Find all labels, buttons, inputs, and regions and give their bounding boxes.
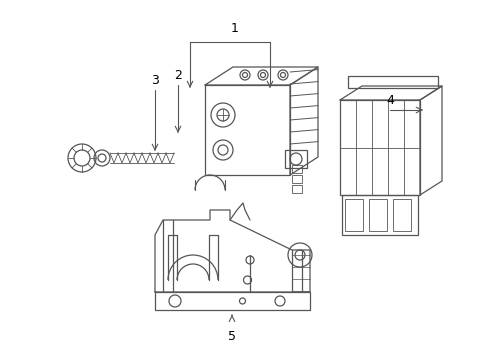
Bar bbox=[345, 199, 362, 231]
Bar bbox=[291, 165, 302, 173]
Bar bbox=[155, 292, 309, 310]
Bar bbox=[341, 195, 417, 235]
Bar bbox=[347, 76, 437, 88]
Bar bbox=[392, 199, 410, 231]
Text: 1: 1 bbox=[231, 22, 239, 35]
Bar bbox=[291, 175, 302, 183]
Bar bbox=[285, 150, 306, 168]
Bar bbox=[339, 100, 419, 195]
Bar bbox=[368, 199, 386, 231]
Text: 4: 4 bbox=[385, 94, 393, 107]
Text: 5: 5 bbox=[227, 330, 236, 343]
Text: 2: 2 bbox=[174, 69, 182, 82]
Text: 3: 3 bbox=[151, 74, 159, 87]
Bar bbox=[291, 185, 302, 193]
Bar bbox=[204, 85, 289, 175]
